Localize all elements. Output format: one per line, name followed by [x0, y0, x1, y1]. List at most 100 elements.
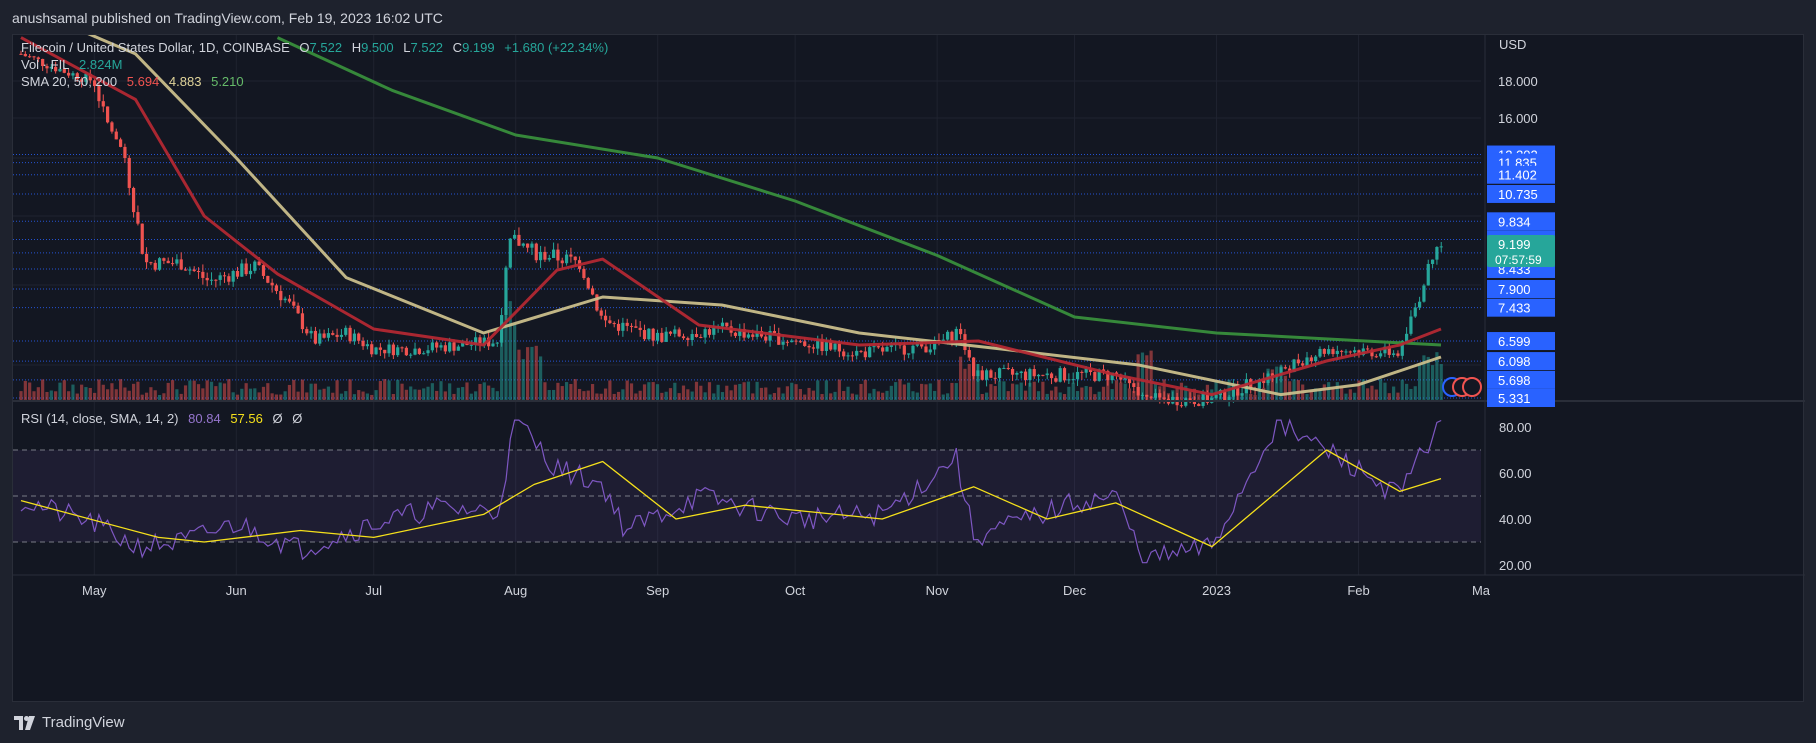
candle — [539, 245, 543, 268]
candle-body — [231, 270, 235, 282]
candle-body — [41, 58, 45, 67]
volume-bar — [1409, 388, 1413, 401]
symbol-line[interactable]: Filecoin / United States Dollar, 1D, COI… — [21, 40, 290, 55]
candle-body — [842, 351, 846, 357]
candle-body — [365, 344, 369, 347]
volume-bar — [1028, 382, 1032, 401]
candle — [313, 326, 318, 345]
candle-body — [391, 344, 395, 356]
volume-bar — [1417, 363, 1422, 401]
volume-bar — [551, 389, 556, 401]
candle — [248, 263, 253, 279]
volume-bar — [1119, 382, 1123, 401]
candle — [417, 347, 421, 355]
candle-body — [1023, 371, 1028, 381]
candle-body — [19, 53, 23, 55]
candle-body — [616, 323, 621, 331]
candle — [222, 271, 227, 283]
candle-body — [1439, 246, 1443, 248]
volume-bar — [564, 382, 569, 401]
candle-body — [149, 262, 153, 264]
candle-body — [162, 258, 166, 261]
volume-bar — [1127, 388, 1132, 401]
candle-body — [638, 327, 642, 331]
candle-body — [660, 332, 664, 342]
volume-bar — [902, 384, 906, 401]
volume-bar — [673, 382, 677, 401]
candle — [1344, 349, 1348, 356]
volume-bar — [1236, 391, 1240, 401]
candle-body — [1422, 285, 1426, 302]
sma-label[interactable]: SMA 20, 50, 200 — [21, 74, 118, 89]
candle-body — [803, 341, 807, 346]
candle-body — [1071, 379, 1075, 381]
volume-bar — [157, 394, 162, 401]
candle-body — [1292, 359, 1296, 373]
candle — [690, 329, 694, 346]
sma200-value: 5.210 — [211, 74, 244, 89]
candle-body — [608, 320, 612, 324]
volume-bar — [153, 390, 157, 401]
volume-bar — [911, 391, 915, 401]
tradingview-logo[interactable]: TradingView — [14, 714, 125, 731]
volume-bar — [456, 387, 460, 401]
volume-bar — [625, 380, 629, 401]
volume-bar — [859, 383, 863, 401]
volume-bar — [967, 364, 971, 401]
volume-bar — [75, 393, 79, 401]
candle — [391, 342, 395, 359]
volume-bar — [1275, 366, 1279, 401]
volume-bar — [846, 386, 850, 401]
volume-bar — [1062, 394, 1067, 401]
candle — [1296, 353, 1300, 366]
candle-body — [1114, 372, 1119, 375]
candle — [907, 353, 911, 359]
volume-bar — [106, 389, 110, 401]
candle — [1426, 259, 1430, 286]
candle-body — [690, 334, 694, 340]
volume-bar — [521, 359, 525, 401]
rsi-label[interactable]: RSI (14, close, SMA, 14, 2) — [21, 411, 179, 426]
published-header: anushsamal published on TradingView.com,… — [0, 0, 1816, 34]
volume-bar — [32, 391, 36, 401]
volume-bar — [188, 380, 192, 401]
candle-body — [309, 330, 313, 334]
volume-bar — [1396, 392, 1400, 401]
candle-body — [131, 187, 136, 213]
candle — [127, 155, 131, 196]
volume-bar — [963, 368, 967, 401]
candle-body — [296, 305, 300, 314]
candle — [590, 285, 595, 296]
price-level-tag-text: 11.402 — [1498, 168, 1537, 183]
candle-body — [798, 341, 802, 343]
candle — [205, 272, 209, 287]
candle-body — [283, 298, 287, 301]
candle-body — [742, 329, 746, 338]
candle — [794, 339, 798, 345]
candle-body — [1184, 398, 1188, 406]
volume-bar — [1288, 381, 1292, 401]
volume-bar — [526, 347, 530, 401]
volume-bar — [1071, 382, 1075, 401]
candle — [93, 79, 97, 93]
volume-bar — [1374, 389, 1378, 401]
candle — [616, 319, 621, 336]
volume-bar — [868, 393, 872, 401]
chart-canvas[interactable]: USD18.00016.00012.30211.83511.40210.7359… — [13, 35, 1805, 703]
chart-frame[interactable]: USD18.00016.00012.30211.83511.40210.7359… — [12, 34, 1805, 703]
volume-bar — [1249, 394, 1253, 401]
sma50-value: 4.883 — [168, 74, 202, 89]
candle-body — [400, 347, 404, 349]
volume-bar — [422, 388, 426, 401]
volume-bar — [144, 392, 149, 401]
vol-label[interactable]: Vol · FIL — [21, 57, 70, 72]
candle-body — [829, 341, 833, 350]
candle-body — [781, 341, 785, 345]
volume-bar — [941, 394, 945, 401]
candle-body — [777, 333, 781, 345]
candle-body — [833, 343, 837, 350]
candle — [1392, 350, 1396, 358]
volume-bar — [976, 364, 980, 401]
candle — [62, 67, 66, 74]
sma20-value: 5.694 — [126, 74, 160, 89]
